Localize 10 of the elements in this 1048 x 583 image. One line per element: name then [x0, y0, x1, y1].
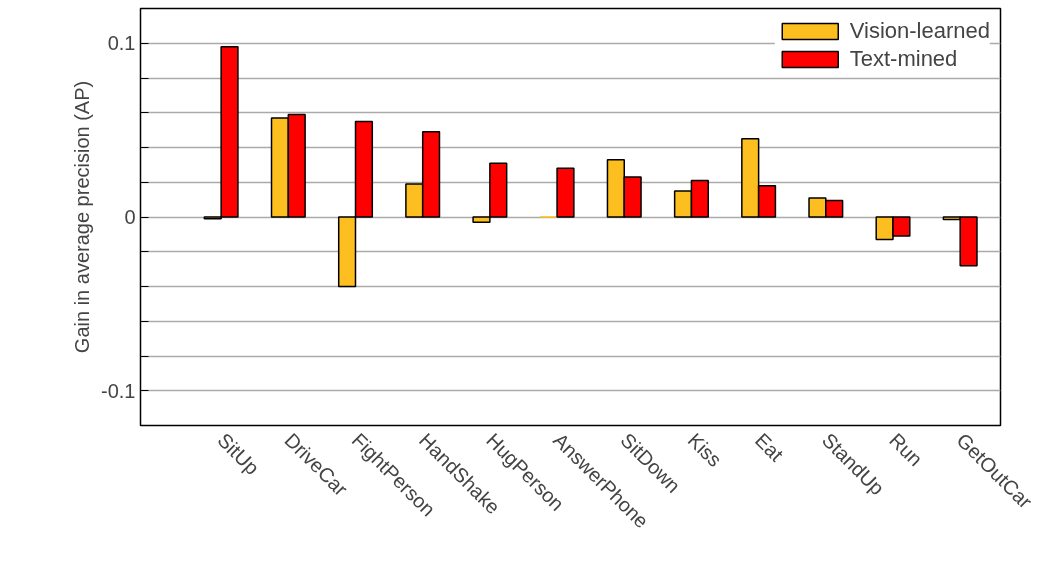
bar: [556, 167, 575, 218]
legend-label: Vision-learned: [849, 18, 990, 44]
x-tick-label: Eat: [750, 428, 788, 466]
legend-label: Text-mined: [849, 46, 958, 72]
x-tick-label: Kiss: [683, 428, 726, 471]
y-axis-title: Gain in average precision (AP): [71, 80, 94, 354]
x-tick-label: Run: [885, 428, 927, 471]
y-tick-label: -0.1: [101, 379, 136, 402]
y-tick-label: 0.1: [107, 32, 136, 55]
y-tick-label: 0: [124, 206, 136, 228]
